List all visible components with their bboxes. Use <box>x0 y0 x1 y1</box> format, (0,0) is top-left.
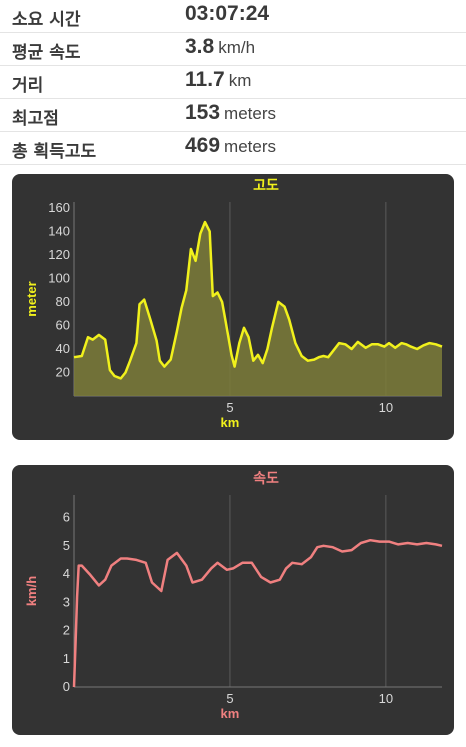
stat-value: 3.8 km/h <box>185 35 255 59</box>
stat-number: 11.7 <box>185 68 225 91</box>
y-tick-label: 60 <box>56 317 70 332</box>
speed-chart[interactable]: 5 10 0 1 2 3 4 5 6 속도 km km/h <box>12 465 454 735</box>
stat-label: 평균 속도 <box>12 43 81 63</box>
chart-title: 고도 <box>253 178 279 194</box>
x-axis-label: km <box>221 706 240 721</box>
x-tick-label: 5 <box>226 400 233 415</box>
y-tick-label: 140 <box>48 223 70 238</box>
y-tick-label: 3 <box>63 594 70 609</box>
x-tick-label: 5 <box>226 691 233 706</box>
stat-label: 최고점 <box>12 109 59 129</box>
stat-row-highest-point: 최고점 153 meters <box>0 99 466 132</box>
y-tick-label: 120 <box>48 247 70 262</box>
stat-row-distance: 거리 11.7 km <box>0 66 466 99</box>
stat-label: 총 획득고도 <box>12 142 97 162</box>
y-axis-label: meter <box>24 281 39 316</box>
series-area <box>74 222 442 396</box>
y-tick-label: 4 <box>63 566 70 581</box>
stat-unit: km/h <box>218 38 256 57</box>
y-tick-label: 6 <box>63 510 70 525</box>
stat-row-total-ascent: 총 획득고도 469 meters <box>0 132 466 165</box>
y-tick-label: 20 <box>56 364 70 379</box>
x-tick-label: 10 <box>379 400 393 415</box>
y-tick-label: 100 <box>48 270 70 285</box>
stat-value: 469 meters <box>185 134 276 158</box>
stat-unit: meters <box>224 137 277 156</box>
stat-number: 469 <box>185 134 221 157</box>
stat-row-avg-speed: 평균 속도 3.8 km/h <box>0 33 466 66</box>
stat-row-duration: 소요 시간 03:07:24 <box>0 0 466 33</box>
y-tick-label: 2 <box>63 623 70 638</box>
stat-label: 거리 <box>12 76 44 96</box>
x-axis-label: km <box>221 415 240 430</box>
stat-unit: km <box>228 71 252 90</box>
stat-value: 11.7 km <box>185 68 251 92</box>
stats-list: 소요 시간 03:07:24 평균 속도 3.8 km/h 거리 11.7 km 최… <box>0 0 466 165</box>
y-tick-label: 80 <box>56 294 70 309</box>
stat-number: 03:07:24 <box>185 2 270 25</box>
stat-number: 3.8 <box>185 35 215 58</box>
y-axis-label: km/h <box>24 576 39 606</box>
stat-unit: meters <box>224 104 277 123</box>
chart-title: 속도 <box>253 471 279 487</box>
y-tick-label: 0 <box>63 679 70 694</box>
stat-number: 153 <box>185 101 221 124</box>
stat-value: 03:07:24 <box>185 2 269 26</box>
x-tick-label: 10 <box>379 691 393 706</box>
y-tick-label: 5 <box>63 538 70 553</box>
series-line <box>72 538 443 688</box>
speed-chart-card[interactable]: 5 10 0 1 2 3 4 5 6 속도 km km/h <box>12 465 454 735</box>
altitude-chart-card[interactable]: 5 10 20 40 60 80 100 120 140 160 고도 km meter <box>12 174 454 440</box>
y-tick-label: 40 <box>56 341 70 356</box>
stat-value: 153 meters <box>185 101 276 125</box>
series-line <box>73 220 443 380</box>
altitude-chart[interactable]: 5 10 20 40 60 80 100 120 140 160 고도 km meter <box>12 174 454 440</box>
y-tick-label: 160 <box>48 200 70 215</box>
stat-label: 소요 시간 <box>12 10 81 30</box>
y-tick-label: 1 <box>63 651 70 666</box>
